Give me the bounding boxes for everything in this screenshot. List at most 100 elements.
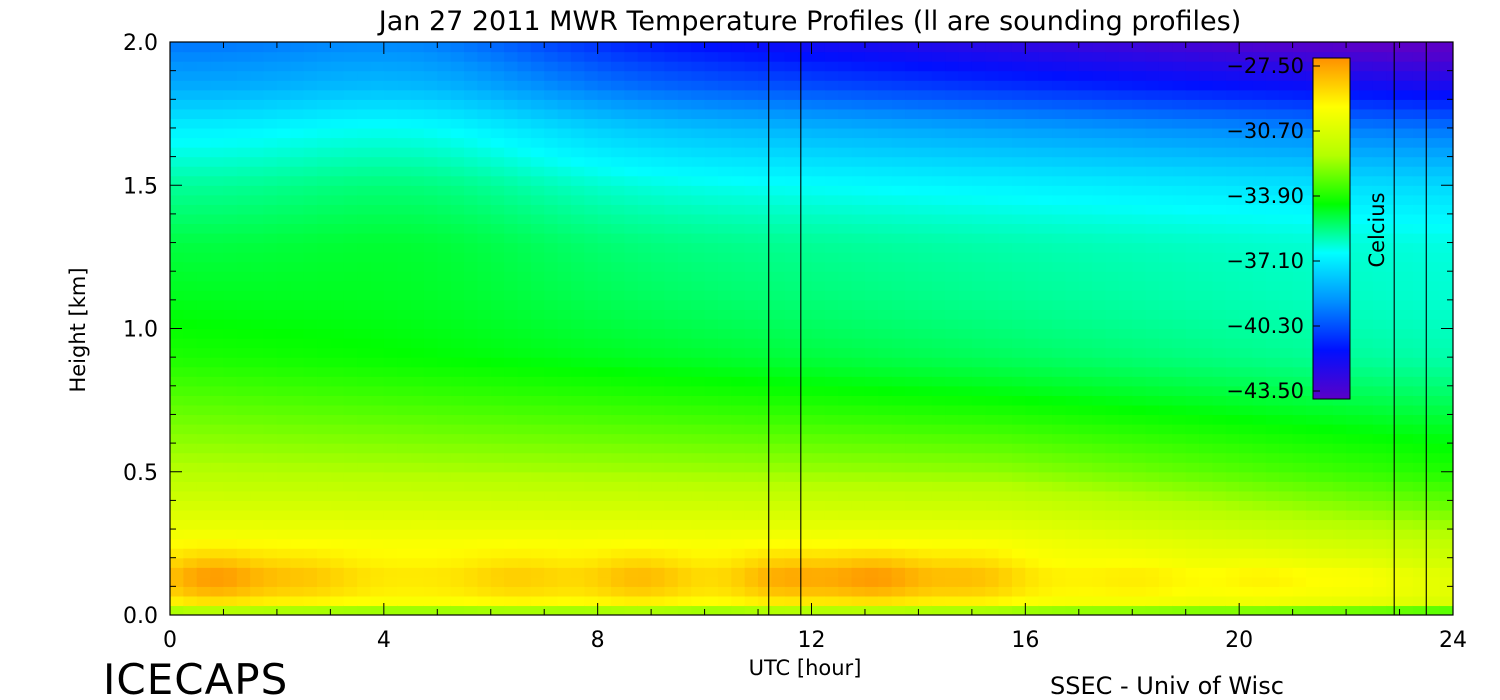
heatmap-cell xyxy=(1145,70,1160,81)
heatmap-cell xyxy=(1105,175,1120,186)
heatmap-cell xyxy=(210,309,225,320)
heatmap-cell xyxy=(1158,80,1173,91)
heatmap-cell xyxy=(196,80,211,91)
heatmap-cell xyxy=(971,118,986,129)
heatmap-cell xyxy=(423,175,438,186)
heatmap-cell xyxy=(958,395,973,406)
heatmap-cell xyxy=(504,89,519,100)
heatmap-cell xyxy=(210,252,225,263)
heatmap-cell xyxy=(437,595,452,607)
heatmap-cell xyxy=(210,576,225,587)
heatmap-cell xyxy=(664,443,679,454)
heatmap-cell xyxy=(490,61,505,72)
heatmap-cell xyxy=(1252,424,1267,435)
heatmap-cell xyxy=(704,414,719,425)
heatmap-cell xyxy=(958,252,973,263)
heatmap-cell xyxy=(584,471,599,482)
heatmap-cell xyxy=(423,424,438,435)
heatmap-cell xyxy=(196,347,211,358)
heatmap-cell xyxy=(223,605,238,615)
heatmap-cell xyxy=(557,395,572,406)
heatmap-cell xyxy=(1225,366,1240,377)
heatmap-cell xyxy=(704,194,719,205)
heatmap-cell xyxy=(584,51,599,62)
heatmap-cell xyxy=(544,61,559,72)
heatmap-cell xyxy=(423,414,438,425)
heatmap-cell xyxy=(276,328,291,339)
heatmap-cell xyxy=(864,223,879,234)
heatmap-cell xyxy=(931,500,946,511)
heatmap-cell xyxy=(624,80,639,91)
heatmap-cell xyxy=(276,166,291,177)
heatmap-cell xyxy=(664,414,679,425)
heatmap-cell xyxy=(250,175,265,186)
heatmap-cell xyxy=(1092,118,1107,129)
heatmap-cell xyxy=(891,557,906,568)
heatmap-cell xyxy=(1132,252,1147,263)
heatmap-cell xyxy=(851,452,866,463)
heatmap-cell xyxy=(490,89,505,100)
heatmap-cell xyxy=(517,147,532,158)
heatmap-cell xyxy=(1158,443,1173,454)
heatmap-cell xyxy=(223,538,238,549)
heatmap-cell xyxy=(878,338,893,349)
heatmap-cell xyxy=(1252,51,1267,62)
heatmap-cell xyxy=(1038,595,1053,607)
heatmap-cell xyxy=(183,452,198,463)
heatmap-cell xyxy=(811,490,826,501)
heatmap-cell xyxy=(798,481,813,492)
heatmap-cell xyxy=(517,213,532,225)
heatmap-cell xyxy=(651,223,666,234)
heatmap-cell xyxy=(918,280,933,291)
heatmap-cell xyxy=(918,576,933,587)
heatmap-cell xyxy=(998,452,1013,463)
heatmap-cell xyxy=(1185,51,1200,62)
heatmap-cell xyxy=(731,80,746,91)
heatmap-cell xyxy=(798,586,813,597)
heatmap-cell xyxy=(945,156,960,167)
heatmap-cell xyxy=(637,376,652,387)
heatmap-cell xyxy=(557,213,572,225)
heatmap-cell xyxy=(744,357,759,368)
heatmap-cell xyxy=(771,347,786,358)
heatmap-cell xyxy=(838,576,853,587)
heatmap-cell xyxy=(731,318,746,330)
heatmap-cell xyxy=(1092,509,1107,521)
heatmap-cell xyxy=(677,156,692,167)
heatmap-cell xyxy=(370,166,385,177)
heatmap-cell xyxy=(611,261,625,272)
heatmap-cell xyxy=(1265,395,1280,406)
heatmap-cell xyxy=(864,213,879,225)
heatmap-cell xyxy=(677,347,692,358)
heatmap-cell xyxy=(504,490,519,501)
heatmap-cell xyxy=(170,462,184,473)
heatmap-cell xyxy=(1092,548,1107,559)
heatmap-cell xyxy=(637,204,652,215)
heatmap-cell xyxy=(170,433,184,444)
heatmap-cell xyxy=(637,443,652,454)
heatmap-cell xyxy=(1239,309,1254,320)
heatmap-cell xyxy=(250,309,265,320)
heatmap-cell xyxy=(437,366,452,377)
heatmap-cell xyxy=(437,309,452,320)
heatmap-cell xyxy=(464,481,478,492)
heatmap-cell xyxy=(771,452,786,463)
heatmap-cell xyxy=(1185,175,1200,186)
heatmap-cell xyxy=(317,42,331,53)
heatmap-cell xyxy=(570,433,585,444)
heatmap-cell xyxy=(664,586,679,597)
heatmap-cell xyxy=(744,213,759,225)
heatmap-cell xyxy=(450,529,465,540)
heatmap-cell xyxy=(971,252,986,263)
heatmap-cell xyxy=(423,490,438,501)
heatmap-cell xyxy=(838,424,853,435)
heatmap-cell xyxy=(771,385,786,396)
heatmap-cell xyxy=(878,452,893,463)
heatmap-cell xyxy=(1158,471,1173,482)
heatmap-cell xyxy=(1158,376,1173,387)
heatmap-cell xyxy=(183,271,198,282)
heatmap-cell xyxy=(918,80,933,91)
heatmap-cell xyxy=(1265,538,1280,549)
heatmap-cell xyxy=(891,290,906,301)
heatmap-cell xyxy=(276,309,291,320)
